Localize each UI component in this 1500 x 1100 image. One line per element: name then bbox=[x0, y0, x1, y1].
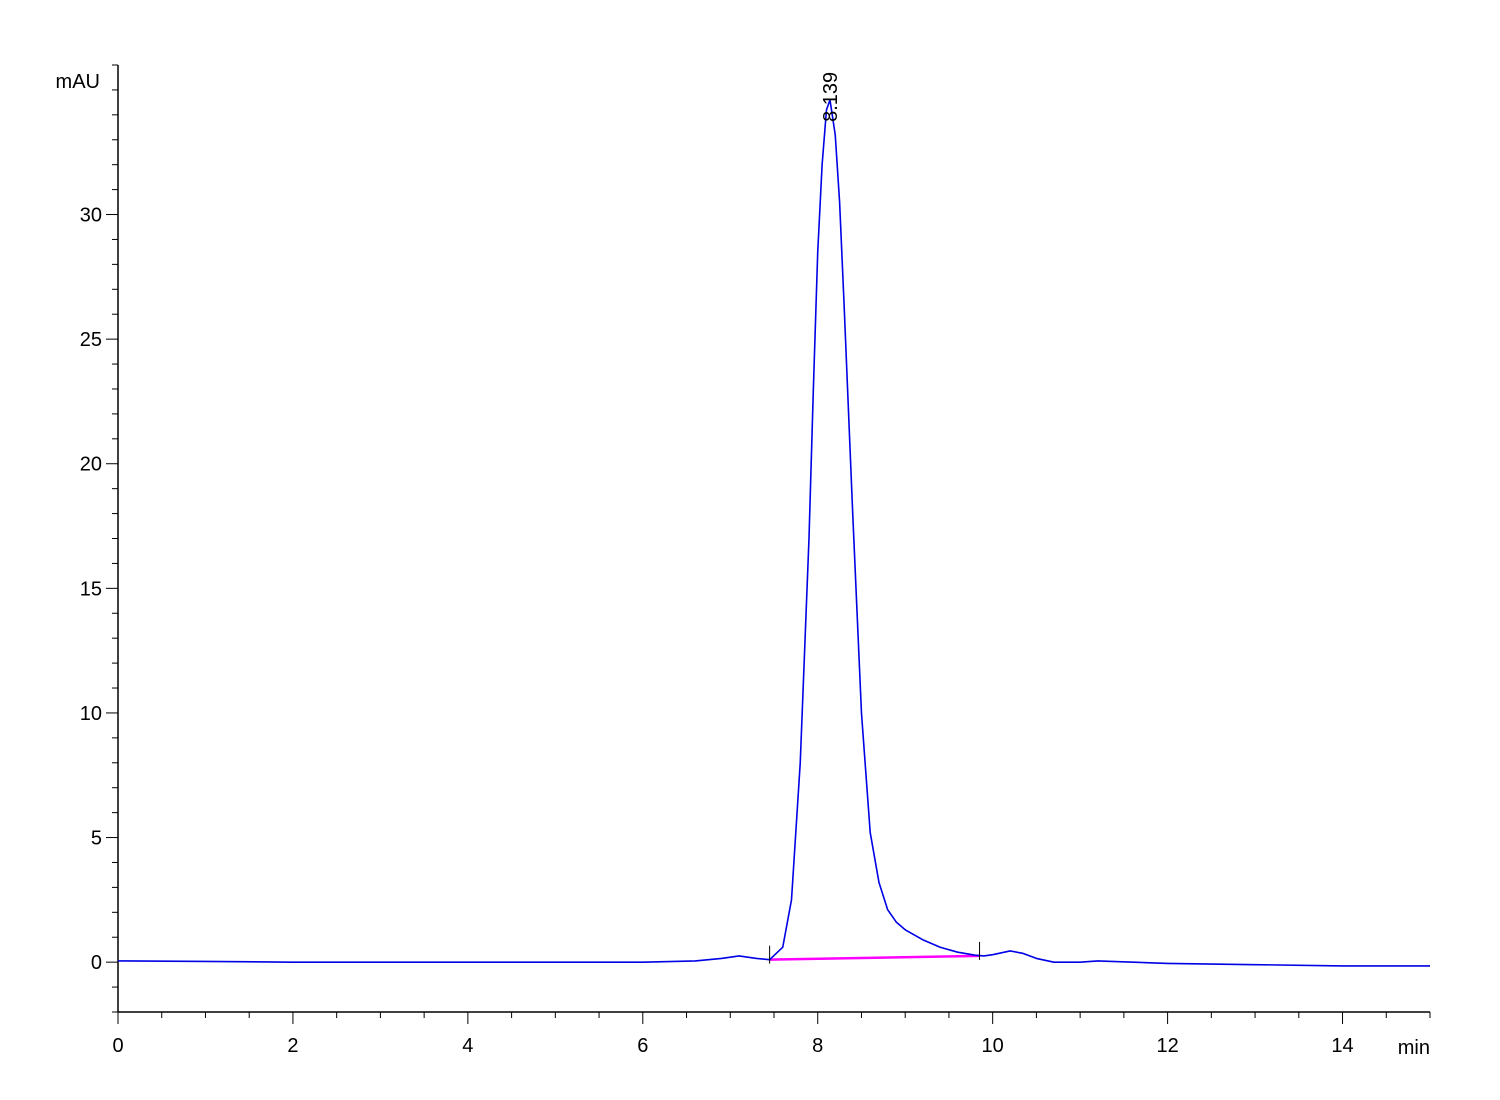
y-tick-label: 5 bbox=[91, 828, 102, 850]
y-tick-label: 10 bbox=[80, 703, 102, 725]
x-tick-label: 6 bbox=[637, 1035, 648, 1057]
labels-layer: 0 5 10 15 20 25 30 0 2 4 6 8 10 12 14 mAU min 8.139 bbox=[56, 71, 1430, 1059]
x-tick-label: 0 bbox=[112, 1035, 123, 1057]
series-layer bbox=[117, 99, 1430, 967]
y-tick-label: 30 bbox=[80, 205, 102, 227]
y-tick-label: 0 bbox=[91, 952, 102, 974]
y-tick-label: 20 bbox=[80, 454, 102, 476]
x-tick-label: 14 bbox=[1331, 1035, 1353, 1057]
x-tick-label: 2 bbox=[287, 1035, 298, 1057]
axes bbox=[106, 64, 1431, 1024]
y-tick-label: 15 bbox=[80, 578, 102, 600]
y-tick-label: 25 bbox=[80, 329, 102, 351]
x-tick-label: 10 bbox=[982, 1035, 1004, 1057]
y-axis-unit-label: mAU bbox=[56, 71, 100, 93]
peak-label: 8.139 bbox=[820, 72, 842, 122]
x-tick-label: 8 bbox=[812, 1035, 823, 1057]
x-tick-label: 12 bbox=[1156, 1035, 1178, 1057]
integration-baseline-line bbox=[769, 954, 980, 961]
x-axis-unit-label: min bbox=[1398, 1037, 1430, 1059]
x-tick-label: 4 bbox=[462, 1035, 473, 1057]
signal-line bbox=[117, 99, 1430, 967]
